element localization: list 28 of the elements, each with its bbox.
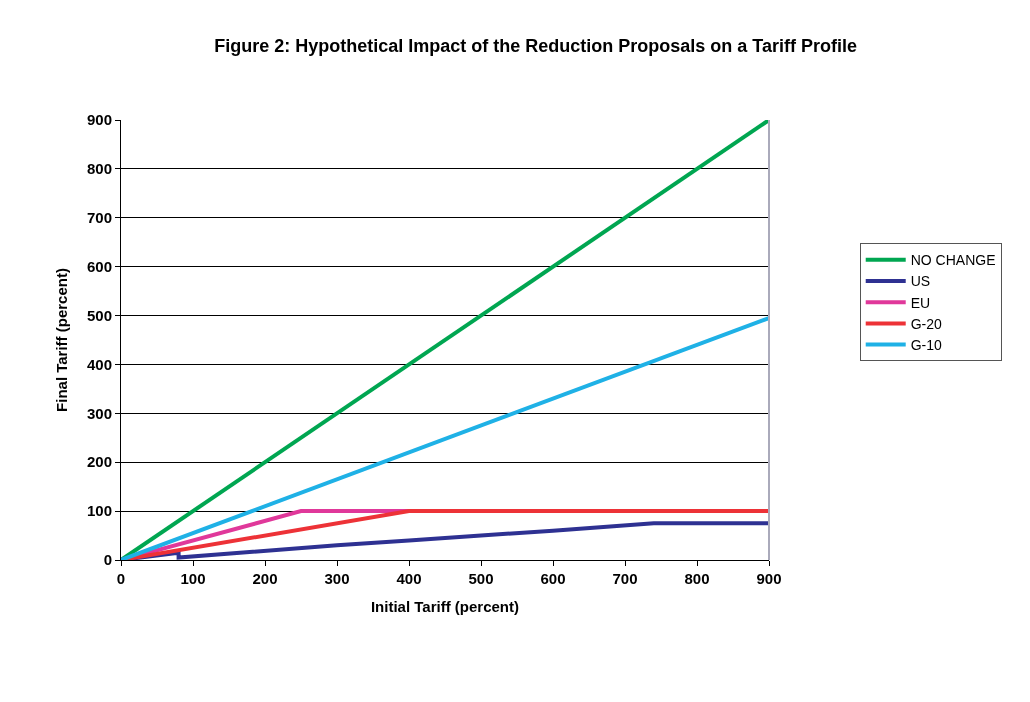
legend-label: US <box>910 273 931 290</box>
x-tick-label: 400 <box>396 570 422 587</box>
y-tick-label: 600 <box>86 257 112 275</box>
chart-title: Figure 2: Hypothetical Impact of the Reduction Proposals on a Tariff Profile <box>214 35 857 56</box>
x-tick-label: 600 <box>540 570 566 587</box>
x-tick-label: 800 <box>684 570 710 587</box>
x-tick-label: 900 <box>756 570 782 587</box>
legend-label: G-10 <box>910 337 943 354</box>
y-tick-label: 200 <box>86 453 112 471</box>
x-tick-label: 200 <box>252 570 278 587</box>
legend-label: EU <box>910 294 931 311</box>
legend-label: G-20 <box>910 315 943 332</box>
x-tick-label: 500 <box>468 570 494 587</box>
x-tick-label: 300 <box>324 570 350 587</box>
y-tick-label: 500 <box>86 306 112 324</box>
x-axis-title: Initial Tariff (percent) <box>370 598 520 615</box>
x-tick-label: 100 <box>180 570 206 587</box>
y-axis-title: Final Tariff (percent) <box>53 268 71 412</box>
x-tick-label: 700 <box>612 570 638 587</box>
y-tick-label: 700 <box>86 209 112 227</box>
y-tick-label: 800 <box>86 160 112 178</box>
x-tick-label: 0 <box>116 570 126 587</box>
y-tick-label: 0 <box>103 551 112 569</box>
y-tick-label: 900 <box>86 111 112 129</box>
legend-label: NO CHANGE <box>910 252 996 269</box>
y-tick-label: 300 <box>86 404 112 422</box>
y-tick-label: 100 <box>86 502 112 520</box>
y-tick-label: 400 <box>86 355 112 373</box>
